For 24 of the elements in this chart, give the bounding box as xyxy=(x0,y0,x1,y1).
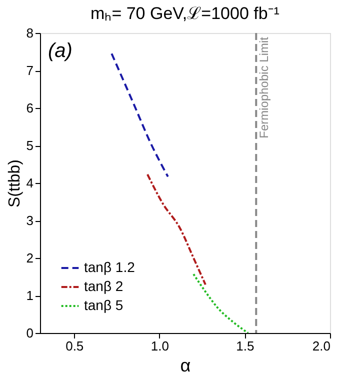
legend-label: tanβ 2 xyxy=(84,278,124,294)
y-tick-label: 2 xyxy=(26,250,34,266)
line-series xyxy=(192,273,250,333)
y-tick-label: 0 xyxy=(26,326,34,340)
y-tick-label: 6 xyxy=(26,100,34,116)
y-axis-title: S(ttbb) xyxy=(6,159,24,208)
ref-line-label: Fermiophobic Limit xyxy=(257,36,272,138)
x-tick-label: 1.0 xyxy=(150,338,169,354)
x-tick-label: 1.5 xyxy=(236,338,254,354)
annotation: (a) xyxy=(48,40,72,62)
y-tick-label: 3 xyxy=(26,213,34,228)
y-tick-label: 7 xyxy=(26,63,34,78)
y-tick-label: 5 xyxy=(26,138,34,153)
y-tick-label: 8 xyxy=(26,26,34,40)
x-tick-label: 0.5 xyxy=(66,338,84,354)
legend-label: tanβ 1.2 xyxy=(84,259,136,275)
legend-label: tanβ 5 xyxy=(84,297,124,313)
chart-title: mₕ= 70 GeV,ℒ=1000 fb⁻¹ xyxy=(90,4,280,23)
x-axis-title: α xyxy=(180,356,191,376)
line-series xyxy=(110,52,169,178)
y-tick-label: 4 xyxy=(26,176,34,190)
line-series xyxy=(146,173,206,286)
y-tick-label: 1 xyxy=(26,288,34,303)
x-tick-label: 2.0 xyxy=(312,338,330,354)
